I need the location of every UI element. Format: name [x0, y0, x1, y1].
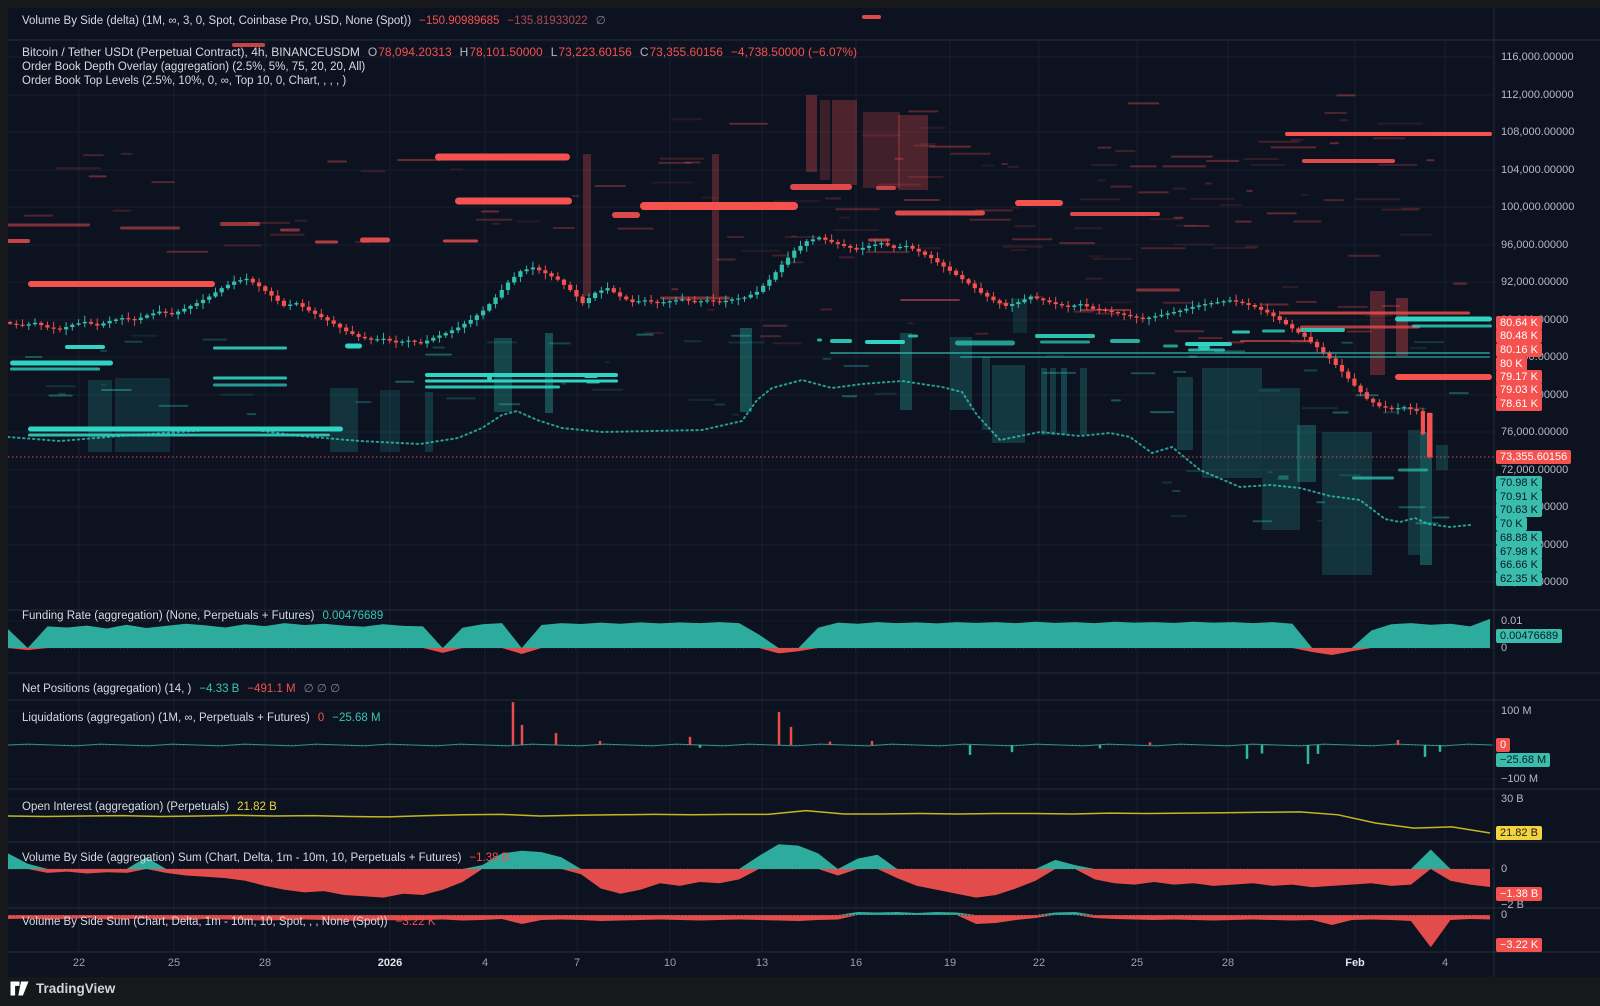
legend-volume-by-side-delta: Volume By Side (delta) (1M, ∞, 3, 0, Spo…	[22, 15, 606, 28]
bid-depth-badge: 70.91 K	[1496, 490, 1542, 504]
time-axis-label: 7	[573, 957, 581, 969]
indicator-title[interactable]: Net Positions (aggregation) (14, )	[22, 683, 192, 695]
tradingview-logo-icon	[10, 981, 29, 996]
time-axis-label: 25	[1130, 957, 1144, 969]
indicator-title[interactable]: Volume By Side (delta) (1M, ∞, 3, 0, Spo…	[22, 15, 412, 27]
bid-depth-badge: 66.66 K	[1496, 558, 1542, 572]
ohlc-low: L 73,223.60156	[550, 45, 632, 59]
indicator-axis-label: 100 M	[1501, 705, 1532, 717]
indicator-title[interactable]: Order Book Top Levels (2.5%, 10%, 0, ∞, …	[22, 75, 347, 87]
time-axis-label: 28	[258, 957, 272, 969]
price-axis-label: 72,000.00000	[1501, 464, 1569, 476]
ohlc-open: O 78,094.20313	[367, 45, 452, 59]
bid-depth-badge: 70 K	[1496, 517, 1527, 531]
time-axis-label: 22	[1032, 957, 1046, 969]
indicator-title[interactable]: Liquidations (aggregation) (1M, ∞, Perpe…	[22, 712, 310, 724]
legend-liquidations: Liquidations (aggregation) (1M, ∞, Perpe…	[22, 712, 381, 725]
ask-depth-badge: 79.17 K	[1496, 370, 1542, 384]
indicator-value: −1.38 B	[469, 852, 510, 864]
legend-open-interest: Open Interest (aggregation) (Perpetuals)…	[22, 801, 277, 814]
price-axis-label: 92,000.00000	[1501, 276, 1569, 288]
indicator-title[interactable]: Funding Rate (aggregation) (None, Perpet…	[22, 610, 315, 622]
legend-volume-by-side-agg-sum: Volume By Side (aggregation) Sum (Chart,…	[22, 852, 509, 865]
time-axis-label: 2026	[377, 957, 403, 969]
ask-depth-badge: 79.03 K	[1496, 383, 1542, 397]
indicator-value: −491.1 M	[247, 683, 296, 695]
symbol-title[interactable]: Bitcoin / Tether USDt (Perpetual Contrac…	[22, 45, 360, 59]
time-axis[interactable]: 22 25 28 2026 4 7 10 13 16 19 22 25 28 Feb 4	[8, 952, 1494, 977]
price-axis-label: 116,000.00000	[1501, 51, 1574, 63]
ohlc-close: C 73,355.60156	[639, 45, 723, 59]
time-axis-label: 16	[849, 957, 863, 969]
indicator-title[interactable]: Volume By Side Sum (Chart, Delta, 1m - 1…	[22, 916, 388, 928]
indicator-value-badge: −25.68 M	[1496, 753, 1551, 767]
price-axis-label: 76,000.00000	[1501, 426, 1569, 438]
indicator-value: −135.81933022	[507, 15, 588, 27]
legend-net-positions: Net Positions (aggregation) (14, ) −4.33…	[22, 683, 340, 696]
time-axis-label: Feb	[1345, 957, 1365, 969]
indicator-title[interactable]: Open Interest (aggregation) (Perpetuals)	[22, 801, 230, 813]
legend-symbol: Bitcoin / Tether USDt (Perpetual Contrac…	[22, 46, 857, 59]
empty-value-icon: ∅	[595, 15, 606, 27]
ask-depth-badge: 80.48 K	[1496, 329, 1542, 343]
indicator-value-badge: 0	[1496, 738, 1511, 752]
price-axis[interactable]: 116,000.00000 112,000.00000 108,000.00000 1…	[1494, 8, 1600, 977]
indicator-axis-label: 0	[1501, 909, 1508, 921]
indicator-axis-label: −100 M	[1501, 773, 1538, 785]
indicator-value-badge: −1.38 B	[1496, 887, 1543, 901]
legend-order-book-top-levels: Order Book Top Levels (2.5%, 10%, 0, ∞, …	[22, 75, 346, 88]
ohlc-high: H 78,101.50000	[459, 45, 543, 59]
ask-depth-badge: 80.16 K	[1496, 343, 1542, 357]
time-axis-label: 25	[167, 957, 181, 969]
watermark-label: TradingView	[36, 981, 116, 996]
indicator-axis-label: 0.01	[1501, 615, 1523, 627]
indicator-value: −150.90989685	[419, 15, 500, 27]
indicator-value: 0.00476689	[322, 610, 384, 622]
time-axis-label: 19	[943, 957, 957, 969]
time-axis-label: 4	[1441, 957, 1449, 969]
legend-volume-by-side-sum: Volume By Side Sum (Chart, Delta, 1m - 1…	[22, 916, 436, 929]
indicator-value: 21.82 B	[237, 801, 277, 813]
price-axis-label: 108,000.00000	[1501, 126, 1575, 138]
time-axis-label: 10	[663, 957, 677, 969]
indicator-value-badge: 0.00476689	[1496, 629, 1563, 643]
bid-depth-badge: 67.98 K	[1496, 545, 1542, 559]
bid-depth-badge: 70.98 K	[1496, 476, 1542, 490]
indicator-axis-label: 0	[1501, 642, 1508, 654]
last-price-badge: 73,355.60156	[1496, 450, 1572, 464]
indicator-value-badge: −3.22 K	[1496, 938, 1543, 952]
price-axis-label: 104,000.00000	[1501, 164, 1575, 176]
legend-funding-rate: Funding Rate (aggregation) (None, Perpet…	[22, 610, 383, 623]
time-axis-label: 22	[72, 957, 86, 969]
empty-value-icon: ∅ ∅ ∅	[303, 683, 341, 695]
legend-order-book-depth: Order Book Depth Overlay (aggregation) (…	[22, 61, 365, 74]
indicator-value: 0	[317, 712, 325, 724]
indicator-value: −3.22 K	[395, 916, 436, 928]
indicator-axis-label: 30 B	[1501, 793, 1524, 805]
bid-depth-badge: 70.63 K	[1496, 503, 1542, 517]
indicator-title[interactable]: Volume By Side (aggregation) Sum (Chart,…	[22, 852, 462, 864]
time-axis-label: 4	[481, 957, 489, 969]
chart-plot-area[interactable]	[8, 8, 1600, 977]
indicator-value: −25.68 M	[332, 712, 381, 724]
bid-depth-badge: 68.88 K	[1496, 531, 1542, 545]
indicator-value: −4.33 B	[199, 683, 240, 695]
indicator-axis-label: 0	[1501, 863, 1508, 875]
indicator-value-badge: 21.82 B	[1496, 826, 1542, 840]
change-value: −4,738.50000 (−6.07%)	[730, 45, 858, 59]
ask-depth-badge: 80.64 K	[1496, 316, 1542, 330]
time-axis-label: 28	[1221, 957, 1235, 969]
time-axis-label: 13	[755, 957, 769, 969]
ask-depth-badge: 78.61 K	[1496, 397, 1542, 411]
ask-depth-badge: 80 K	[1496, 357, 1527, 371]
tradingview-watermark[interactable]: TradingView	[10, 981, 115, 996]
price-axis-label: 112,000.00000	[1501, 89, 1574, 101]
indicator-title[interactable]: Order Book Depth Overlay (aggregation) (…	[22, 61, 366, 73]
price-axis-label: 100,000.00000	[1501, 201, 1575, 213]
bid-depth-badge: 62.35 K	[1496, 572, 1542, 586]
indicator-axis-label: −2 B	[1501, 899, 1524, 911]
price-axis-label: 96,000.00000	[1501, 239, 1569, 251]
